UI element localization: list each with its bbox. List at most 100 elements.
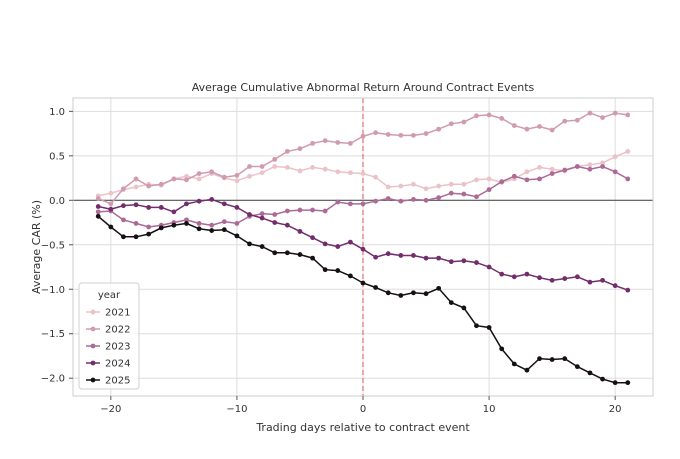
data-point-2024	[335, 244, 341, 249]
data-point-2021	[474, 177, 479, 183]
chart-title: Average Cumulative Abnormal Return Aroun…	[192, 81, 535, 94]
data-point-2024	[562, 276, 568, 281]
data-point-2023	[95, 209, 101, 215]
data-point-2024	[347, 239, 353, 245]
data-point-2023	[184, 217, 189, 223]
data-point-2024	[310, 235, 315, 241]
y-axis-label: Average CAR (%)	[30, 200, 43, 294]
data-point-2024	[121, 203, 126, 209]
data-point-2025	[411, 290, 416, 296]
data-point-2024	[133, 202, 139, 208]
data-point-2022	[297, 146, 303, 152]
data-point-2024	[423, 255, 429, 261]
legend-label-2023: 2023	[105, 342, 130, 353]
data-point-2025	[461, 305, 467, 311]
x-axis-label: Trading days relative to contract event	[255, 421, 470, 434]
data-point-2023	[335, 199, 341, 205]
data-point-2022	[436, 126, 442, 132]
data-point-2025	[221, 227, 227, 233]
data-point-2021	[411, 181, 416, 187]
data-point-2023	[196, 221, 202, 226]
data-point-2025	[360, 280, 366, 286]
data-point-2025	[272, 250, 278, 256]
data-point-2023	[511, 173, 517, 179]
legend-swatch-marker-2025	[90, 377, 96, 383]
data-point-2023	[347, 201, 353, 207]
data-point-2025	[121, 234, 126, 240]
data-point-2024	[600, 277, 605, 283]
data-point-2023	[574, 164, 580, 169]
data-point-2021	[549, 166, 555, 172]
data-point-2023	[562, 167, 568, 173]
data-point-2022	[499, 116, 505, 121]
data-point-2021	[284, 164, 290, 170]
data-point-2025	[587, 370, 593, 376]
data-point-2023	[524, 177, 530, 183]
data-point-2024	[108, 206, 114, 212]
data-point-2025	[423, 291, 429, 297]
data-point-2022	[121, 186, 126, 192]
data-point-2021	[537, 164, 542, 170]
data-point-2021	[322, 166, 328, 172]
data-point-2025	[537, 356, 542, 362]
data-point-2022	[360, 133, 366, 139]
data-point-2022	[95, 196, 101, 201]
data-point-2022	[347, 140, 353, 146]
data-point-2025	[335, 268, 341, 273]
data-point-2021	[234, 178, 240, 184]
data-point-2022	[625, 112, 631, 118]
data-point-2024	[411, 253, 416, 258]
y-tick-label: 0.0	[49, 196, 65, 207]
data-point-2021	[184, 173, 189, 179]
x-tick-label: 20	[609, 404, 622, 415]
data-point-2025	[158, 225, 164, 231]
y-tick-label: 0.5	[49, 151, 65, 162]
data-point-2021	[297, 168, 303, 174]
data-point-2023	[373, 198, 379, 204]
data-point-2023	[448, 190, 454, 196]
data-point-2024	[461, 258, 467, 264]
data-point-2025	[385, 290, 391, 296]
data-point-2021	[347, 170, 353, 176]
data-point-2025	[133, 234, 139, 240]
data-point-2022	[461, 119, 467, 125]
data-point-2025	[574, 364, 580, 370]
data-point-2024	[373, 254, 379, 260]
y-tick-label: −1.5	[41, 329, 65, 340]
data-point-2024	[158, 205, 164, 210]
data-point-2021	[486, 176, 492, 182]
data-point-2025	[511, 361, 517, 367]
data-point-2023	[234, 221, 240, 226]
data-point-2021	[259, 170, 265, 176]
data-point-2022	[411, 132, 416, 138]
data-point-2022	[259, 164, 265, 169]
data-point-2024	[385, 251, 391, 257]
data-point-2022	[247, 164, 252, 169]
y-tick-label: −0.5	[41, 240, 65, 251]
data-point-2022	[524, 126, 530, 132]
x-tick-label: 10	[483, 404, 496, 415]
data-point-2021	[196, 176, 202, 182]
x-tick-label: −20	[100, 404, 121, 415]
data-point-2024	[612, 283, 618, 289]
data-point-2022	[600, 115, 605, 120]
data-point-2023	[600, 164, 605, 169]
data-point-2025	[499, 346, 505, 352]
data-point-2023	[385, 196, 391, 201]
data-point-2023	[474, 194, 479, 200]
data-point-2023	[322, 208, 328, 214]
data-point-2023	[423, 197, 429, 203]
data-point-2022	[146, 183, 152, 189]
data-point-2024	[322, 241, 328, 247]
data-point-2023	[411, 197, 416, 202]
data-point-2025	[95, 213, 101, 219]
legend-swatch-marker-2021	[90, 309, 96, 315]
y-tick-label: −2.0	[41, 374, 65, 385]
data-point-2022	[335, 140, 341, 145]
legend-items: 2021 2022 2023 2024 2025	[86, 308, 130, 387]
data-point-2025	[322, 267, 328, 273]
data-point-2025	[398, 293, 404, 298]
data-point-2021	[448, 181, 454, 187]
data-point-2022	[310, 140, 315, 146]
